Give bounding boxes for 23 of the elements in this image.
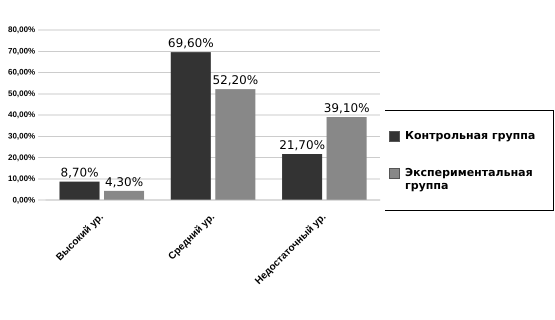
bar [326, 116, 367, 200]
y-tick-label: 70,00% [8, 46, 36, 56]
bar [59, 182, 100, 200]
bar [282, 154, 322, 200]
y-tick-label: 10,00% [8, 174, 36, 184]
legend-label: Экспериментальная группа [405, 166, 534, 192]
y-tick-label: 0,00% [12, 195, 36, 204]
data-label: 52,20% [212, 73, 258, 88]
data-label: 8,70% [60, 166, 99, 180]
y-tick-label: 50,00% [8, 88, 36, 98]
y-tick-label: 80,00% [8, 25, 36, 34]
data-label: 4,30% [104, 175, 144, 190]
y-tick-label: 60,00% [8, 68, 36, 77]
data-label: 39,10% [324, 101, 370, 116]
y-tick-label: 40,00% [8, 110, 36, 120]
bar [170, 52, 211, 200]
y-tick-label: 30,00% [8, 131, 36, 140]
bar [215, 89, 256, 200]
y-tick-label: 20,00% [8, 152, 36, 162]
data-label: 21,70% [279, 138, 325, 152]
data-label: 69,60% [168, 36, 214, 50]
bar [104, 190, 144, 200]
legend-label: Контрольная группа [405, 128, 536, 142]
